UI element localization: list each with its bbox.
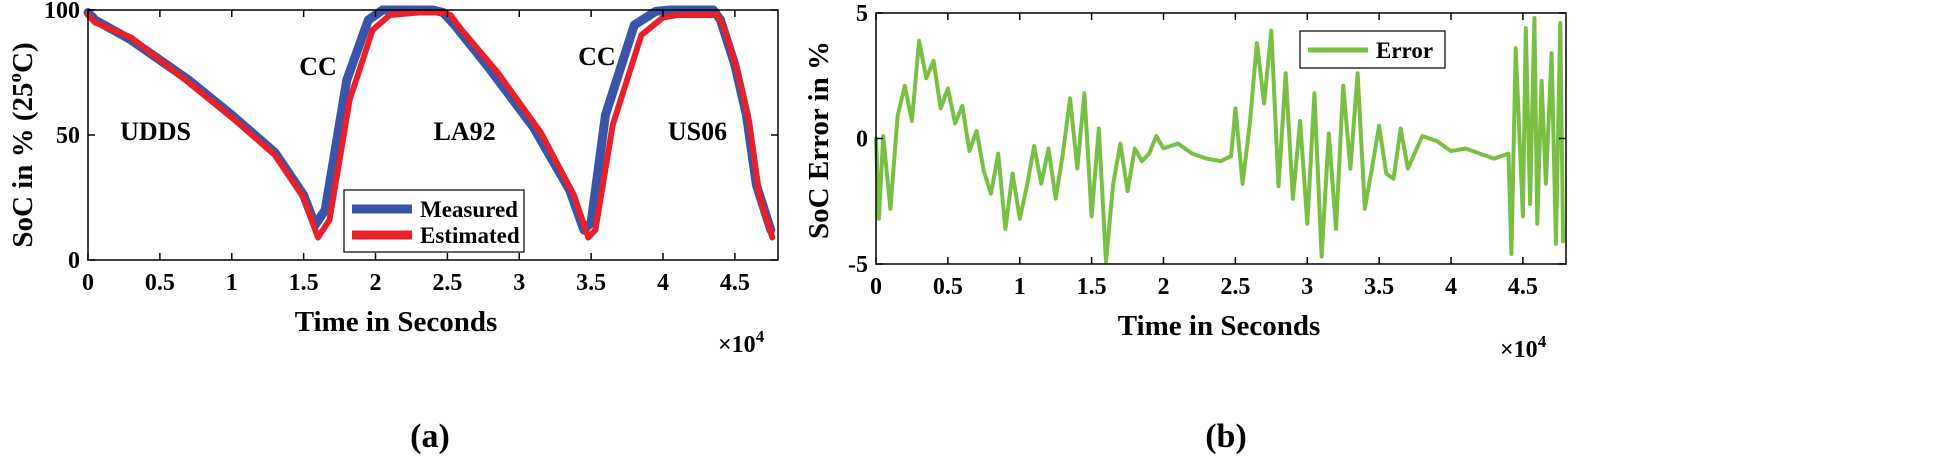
- panel-b-caption: (b): [1205, 418, 1247, 455]
- panel-b-y-tick-label: 5: [856, 1, 868, 27]
- panel-b-x-tick-label: 3.5: [1364, 274, 1394, 300]
- panel-a-annotations: UDDS CC LA92 CC US06: [120, 42, 727, 146]
- panel-b-x-tick-label: 1.5: [1077, 274, 1107, 300]
- panel-b-legend-label-error: Error: [1376, 38, 1433, 63]
- panel-a-x-ticks: 0 0.5 1 1.5 2 2.5 3 3.5 4 4.5: [82, 10, 750, 296]
- panel-a-y-axis-label-end: C): [7, 42, 39, 73]
- panel-a-y-ticks: 0 50 100: [44, 0, 778, 274]
- panel-b-x-ticks: 0 0.5 1 1.5 2 2.5 3 3.5 4 4.5: [870, 13, 1538, 300]
- panel-a-caption: (a): [410, 418, 450, 455]
- panel-a-annotation-cc: CC: [299, 52, 337, 81]
- panel-b-x-multiplier-base: ×10: [1500, 337, 1538, 363]
- panel-a-x-tick-label: 1.5: [289, 270, 319, 296]
- panel-a-legend-label-estimated: Estimated: [420, 223, 520, 248]
- panel-a-legend-box: [343, 189, 525, 253]
- panel-a-annotation-udds: UDDS: [120, 117, 191, 146]
- panel-a-x-tick-label: 1: [226, 270, 238, 296]
- panel-a-x-tick-label: 4: [657, 270, 669, 296]
- panel-a-y-axis-label-sup: o: [5, 73, 26, 83]
- panel-b-x-tick-label: 4: [1445, 274, 1457, 300]
- panel-b-y-axis-label: SoC Error in %: [803, 41, 835, 239]
- panel-a-y-tick-label: 50: [56, 123, 80, 149]
- panel-a-chart: 0 0.5 1 1.5 2 2.5 3 3.5 4 4.5 0 50 100 UDDS CC LA92 CC…: [5, 0, 779, 455]
- panel-a-annotation-us06: US06: [668, 117, 727, 146]
- panel-a-x-multiplier: ×104: [718, 327, 765, 358]
- panel-a-estimated-line: [85, 9, 776, 241]
- panel-a-x-tick-label: 2.5: [432, 270, 462, 296]
- panel-b-x-tick-label: 0.5: [933, 274, 963, 300]
- panel-b-x-tick-label: 0: [870, 274, 882, 300]
- panel-a-y-tick-label: 100: [44, 0, 80, 24]
- panel-a-y-axis-label: SoC in % (25oC): [5, 42, 39, 247]
- panel-b-legend: Error: [1299, 30, 1446, 69]
- panel-a-x-axis-label: Time in Seconds: [295, 306, 498, 338]
- panel-b-y-tick-label: 0: [856, 127, 868, 153]
- panel-b-x-multiplier-exp: 4: [1538, 332, 1547, 351]
- panel-b-x-multiplier: ×104: [1500, 332, 1547, 363]
- panel-a-x-tick-label: 3: [513, 270, 525, 296]
- panel-a-y-tick-label: 0: [68, 248, 80, 274]
- panel-a-legend-label-measured: Measured: [420, 197, 518, 222]
- panel-a-x-tick-label: 3.5: [576, 270, 606, 296]
- panel-a-x-multiplier-base: ×10: [718, 332, 756, 358]
- panel-b-series: [874, 16, 1566, 264]
- panel-b-x-tick-label: 3: [1301, 274, 1313, 300]
- panel-a-x-tick-label: 2: [370, 270, 382, 296]
- panel-b-x-tick-label: 2: [1158, 274, 1170, 300]
- panel-b-x-tick-label: 4.5: [1508, 274, 1538, 300]
- panel-a-x-tick-label: 0.5: [145, 270, 175, 296]
- panel-b-error-line: [874, 16, 1566, 264]
- panel-b-y-tick-label: -5: [848, 252, 868, 278]
- panel-b-background: [876, 13, 1566, 264]
- panel-a-x-multiplier-exp: 4: [756, 327, 765, 346]
- panel-b-x-tick-label: 2.5: [1220, 274, 1250, 300]
- panel-a-x-tick-label: 0: [82, 270, 94, 296]
- panel-b-plot-area: [876, 13, 1566, 264]
- panel-a-annotation-cc: CC: [578, 42, 616, 71]
- panel-b-x-axis-label: Time in Seconds: [1118, 310, 1321, 342]
- panel-b-y-ticks: -5 0 5: [848, 1, 1566, 278]
- panel-a-annotation-la92: LA92: [434, 117, 496, 146]
- panel-b-chart: 0 0.5 1 1.5 2 2.5 3 3.5 4 4.5 -505 Error Time in …: [803, 1, 1567, 455]
- panel-b-x-tick-label: 1: [1014, 274, 1026, 300]
- panel-a-x-tick-label: 4.5: [720, 270, 750, 296]
- panel-a-y-axis-label-main: SoC in % (25: [7, 82, 39, 247]
